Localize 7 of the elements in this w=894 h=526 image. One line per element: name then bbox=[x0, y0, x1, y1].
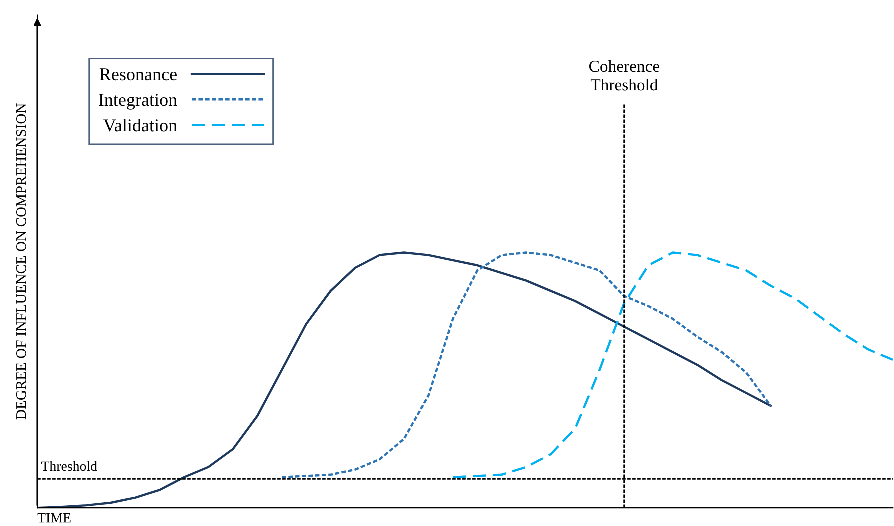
legend-label: Resonance bbox=[100, 68, 177, 81]
y-axis-title: DEGREE OF INFLUENCE ON COMPREHENSION bbox=[16, 104, 26, 420]
x-axis-title: TIME bbox=[38, 514, 71, 523]
text: Coherence Threshold bbox=[590, 60, 660, 91]
legend-label: Integration bbox=[99, 94, 178, 110]
legend-label: Validation bbox=[104, 118, 178, 132]
ref-line-label: Threshold bbox=[41, 461, 98, 472]
